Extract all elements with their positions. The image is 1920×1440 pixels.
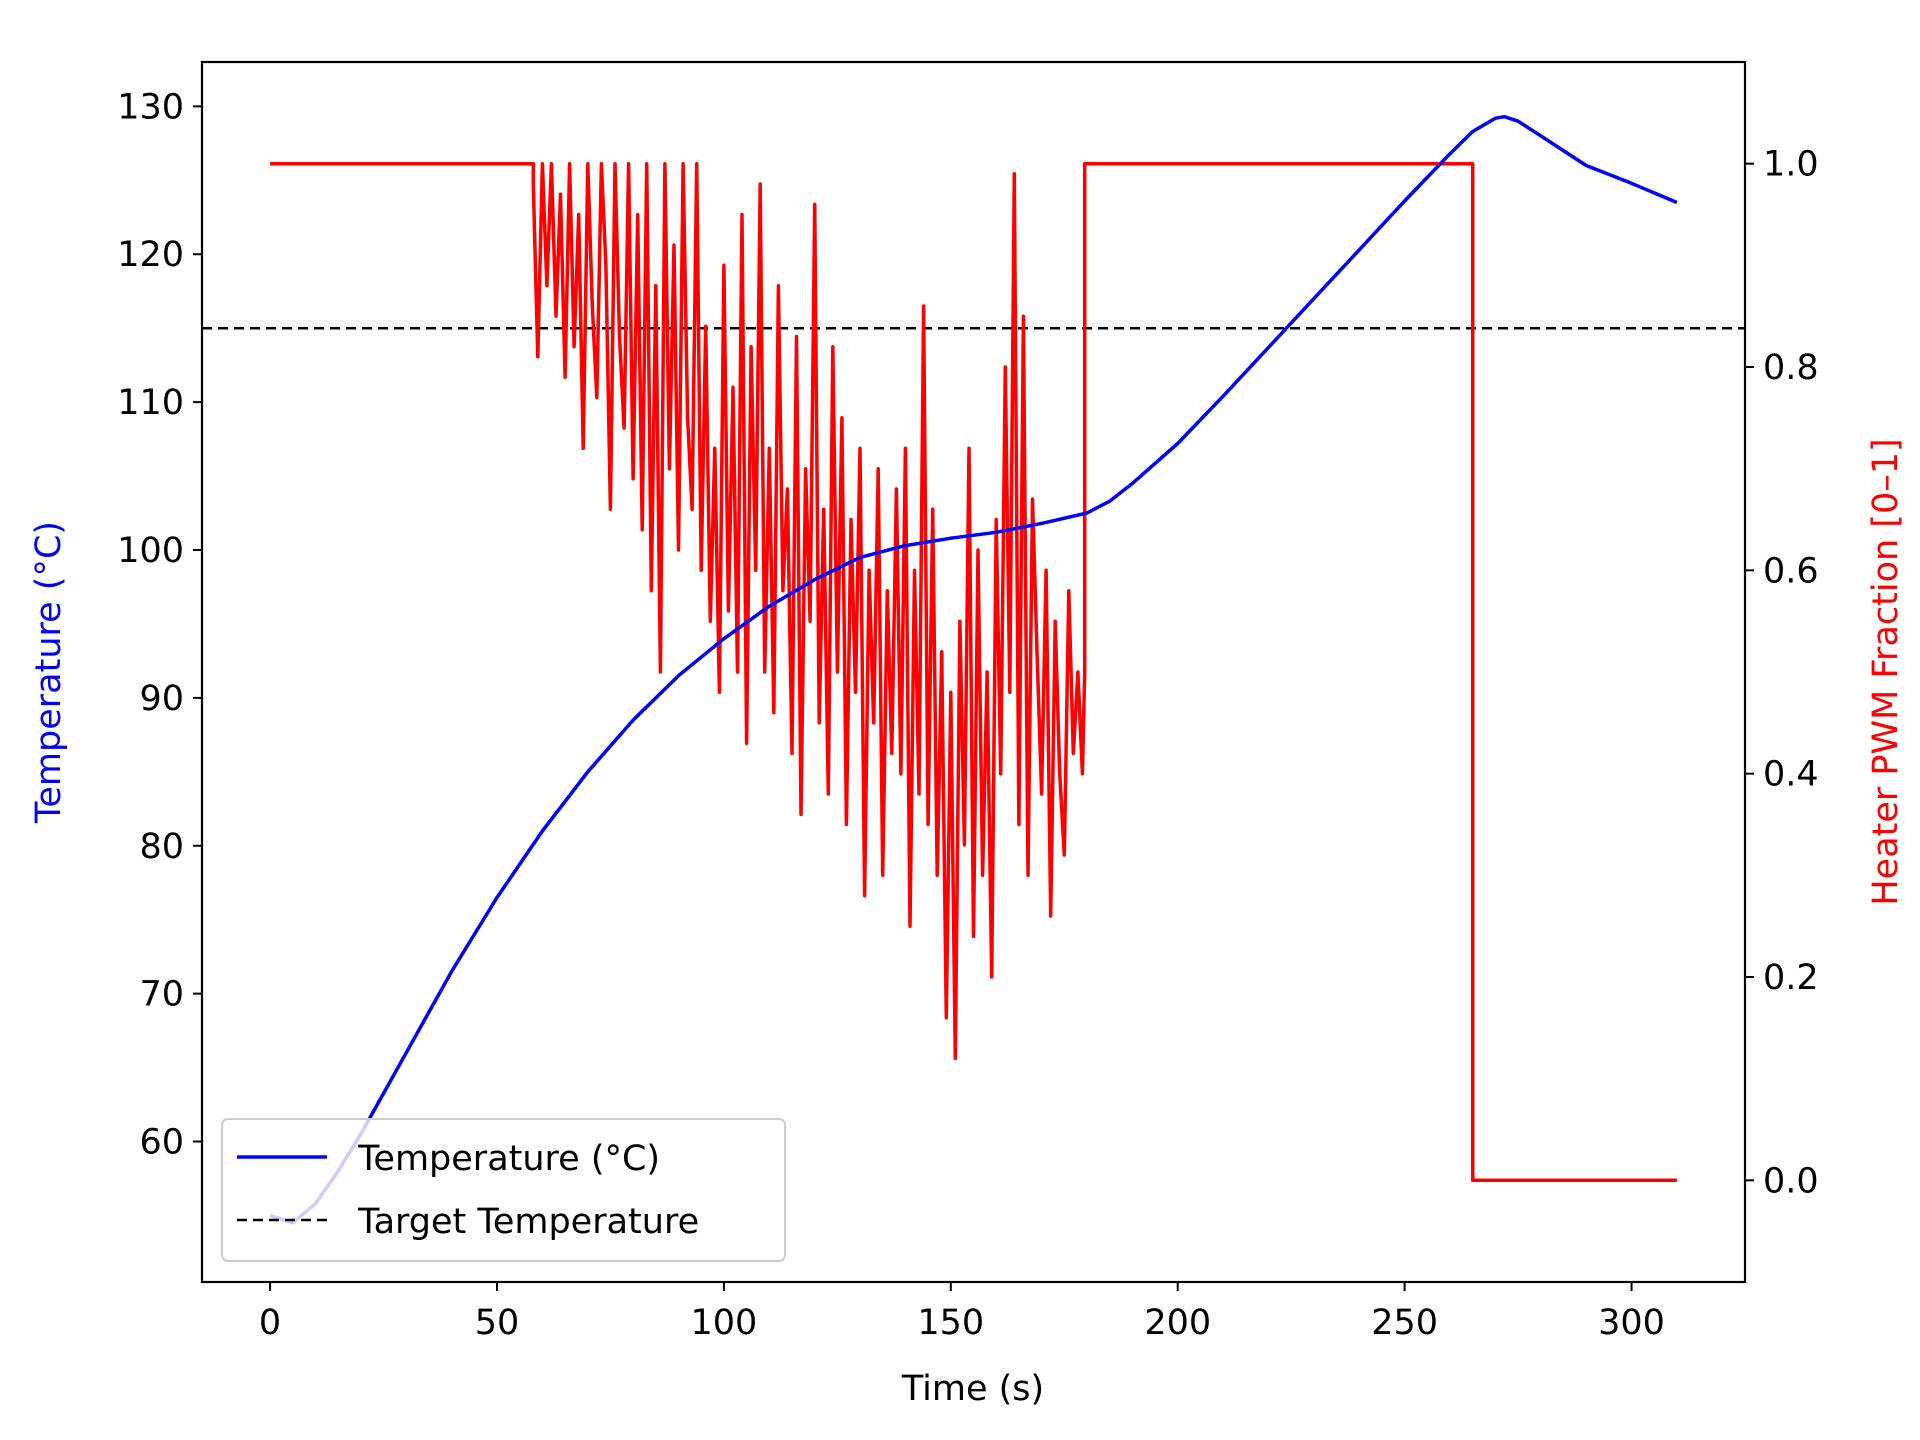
x-tick-label: 100	[690, 1303, 757, 1343]
plot-lines	[202, 114, 1745, 1225]
legend: Temperature (°C) Target Temperature	[221, 1118, 786, 1262]
left-y-axis-ticks: 60 70 80 90 100 110 120 130	[117, 87, 202, 1163]
left-y-tick-label: 70	[139, 975, 184, 1015]
x-tick-label: 200	[1144, 1303, 1211, 1343]
left-y-tick-label: 120	[117, 235, 184, 275]
plot-frame	[200, 60, 1747, 1284]
left-y-tick-label: 110	[117, 383, 184, 423]
right-y-axis-ticks: 0.0 0.2 0.4 0.6 0.8 1.0	[1745, 145, 1819, 1201]
heater-pwm-line	[270, 161, 1677, 1183]
right-y-tick-label: 0.2	[1763, 958, 1819, 998]
legend-temperature-label: Temperature (°C)	[357, 1139, 660, 1179]
left-y-tick-label: 60	[139, 1123, 184, 1163]
left-y-tick-label: 80	[139, 827, 184, 867]
right-y-tick-label: 1.0	[1763, 145, 1819, 185]
right-y-axis-title: Heater PWM Fraction [0–1]	[1866, 438, 1906, 905]
x-tick-label: 50	[475, 1303, 520, 1343]
x-axis-ticks: 0 50 100 150 200 250 300	[259, 1282, 1665, 1343]
left-y-axis-title: Temperature (°C)	[29, 521, 69, 824]
temperature-line	[269, 114, 1678, 1225]
left-y-tick-label: 90	[139, 679, 184, 719]
x-axis-title: Time (s)	[901, 1369, 1044, 1409]
left-y-tick-label: 100	[117, 531, 184, 571]
x-tick-label: 250	[1371, 1303, 1438, 1343]
right-y-tick-label: 0.0	[1763, 1161, 1819, 1201]
right-y-tick-label: 0.8	[1763, 348, 1819, 388]
right-y-tick-label: 0.6	[1763, 551, 1819, 591]
left-y-tick-label: 130	[117, 87, 184, 127]
right-y-tick-label: 0.4	[1763, 755, 1819, 795]
legend-target-label: Target Temperature	[357, 1202, 699, 1242]
legend-box	[221, 1118, 786, 1262]
x-tick-label: 300	[1598, 1303, 1665, 1343]
x-tick-label: 0	[259, 1303, 281, 1343]
x-tick-label: 150	[917, 1303, 984, 1343]
